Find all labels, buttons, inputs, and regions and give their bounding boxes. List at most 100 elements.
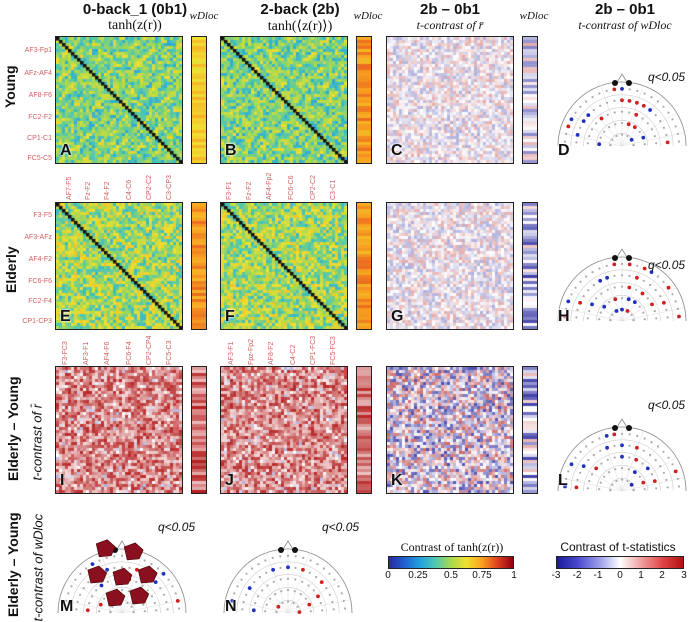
row-diff-label: Elderly – Young: [5, 376, 21, 481]
colorbar-right-tick-3: 0: [617, 570, 623, 581]
col1-title: 0-back_1 (0b1): [82, 1, 188, 18]
head-L: [557, 418, 687, 492]
A-ylabel-5: FC5-C5: [27, 155, 52, 162]
wd-strip-G: [522, 202, 538, 330]
wd-strip-I: [191, 366, 207, 494]
matrix-A: [55, 36, 183, 164]
F-xlabel-0: AF3-F1: [228, 341, 235, 365]
E-ylabel-4: FC2-F4: [28, 298, 52, 305]
A-xlabel-1: Fz-F2: [85, 181, 92, 200]
colorbar-right-tick-1: -2: [572, 570, 582, 581]
A-xlabel-3: C4-C6: [126, 179, 133, 200]
matrix-J: [220, 366, 348, 494]
col4-subtitle: t-contrast of wDloc: [578, 18, 672, 32]
E-xlabel-2: AF4-F6: [104, 341, 111, 365]
E-xlabel-3: FC6-F4: [126, 341, 133, 365]
q-label-N: q<0.05: [322, 520, 360, 534]
matrix-G: [386, 202, 514, 330]
wd-strip-A: [191, 36, 207, 164]
head-M: [57, 539, 187, 614]
colorbar-left: [388, 556, 514, 569]
A-xlabel-4: CP2-C2: [146, 175, 153, 200]
panel-letter-L: L: [558, 472, 568, 489]
A-xlabel-0: AF7-F5: [66, 176, 73, 200]
wd-header-3: wDloc: [519, 10, 549, 22]
colorbar-right-tick-6: 3: [681, 570, 687, 581]
E-ylabel-2: AF4-F2: [28, 256, 52, 263]
wd-strip-B: [356, 36, 372, 164]
colorbar-left-tick-0: 0: [385, 570, 391, 581]
matrix-E: [55, 202, 183, 330]
A-ylabel-4: CP1-C1: [27, 135, 52, 142]
B-xlabel-0: F3-F1: [226, 181, 233, 200]
E-ylabel-0: F3-F5: [33, 212, 52, 219]
col1-subtitle: tanh(z(r)): [108, 18, 162, 33]
colorbar-left-tick-4: 1: [511, 570, 517, 581]
matrix-I: [55, 366, 183, 494]
panel-letter-E: E: [60, 308, 71, 325]
E-xlabel-5: FC5-C3: [166, 340, 173, 365]
panel-letter-I: I: [60, 472, 65, 489]
A-ylabel-2: AF8-F6: [28, 92, 52, 99]
col3-subtitle: t-contrast of r̄: [416, 18, 484, 32]
q-label-M: q<0.05: [158, 520, 196, 534]
row-diff-sublabel: t-contrast of r̄: [29, 403, 45, 481]
A-ylabel-1: AFz-AF4: [24, 70, 52, 77]
colorbar-right-title: Contrast of t-statistics: [560, 540, 676, 554]
q-label-L: q<0.05: [648, 398, 686, 412]
row-bottom-label: Elderly – Young: [5, 512, 21, 617]
col3-title: 2b – 0b1: [419, 1, 481, 18]
E-ylabel-3: FC6-F6: [28, 278, 52, 285]
B-xlabel-2: AF4-Fp2: [266, 172, 273, 200]
A-xlabel-2: F4-F2: [104, 181, 111, 200]
F-xlabel-5: FC5-FC3: [330, 336, 337, 365]
panel-letter-F: F: [225, 308, 235, 325]
E-xlabel-0: F3-FC3: [62, 341, 69, 365]
A-xlabel-5: C3-CP3: [166, 175, 173, 200]
F-xlabel-2: AF8-F2: [268, 341, 275, 365]
wd-strip-E: [191, 202, 207, 330]
wd-header-2: wDloc: [353, 10, 383, 22]
panel-letter-A: A: [60, 142, 72, 159]
F-xlabel-3: C4-C2: [290, 344, 297, 365]
panel-letter-K: K: [391, 472, 403, 489]
E-ylabel-1: AF3-AFz: [24, 234, 52, 241]
col2-title: 2-back (2b): [260, 1, 340, 18]
B-xlabel-5: C3-C1: [330, 179, 337, 200]
F-xlabel-4: CP1-FC3: [310, 335, 317, 365]
B-xlabel-3: FC6-C6: [288, 175, 295, 200]
q-label-H: q<0.05: [648, 258, 686, 272]
colorbar-left-tick-3: 0.75: [472, 570, 492, 581]
panel-letter-G: G: [391, 308, 404, 325]
head-H: [557, 248, 687, 322]
colorbar-right-tick-4: 1: [638, 570, 644, 581]
wd-header-1: wDloc: [189, 10, 219, 22]
head-N: [223, 540, 353, 614]
wd-strip-J: [356, 366, 372, 494]
B-xlabel-4: CP2-C2: [310, 175, 317, 200]
panel-letter-B: B: [225, 142, 237, 159]
colorbar-right-tick-2: -1: [593, 570, 603, 581]
wd-strip-F: [356, 202, 372, 330]
panel-letter-J: J: [225, 472, 234, 489]
col4-title: 2b – 0b1: [594, 1, 656, 18]
col2-subtitle: tanh(⟨z(r)⟩): [267, 19, 333, 34]
matrix-F: [220, 202, 348, 330]
E-ylabel-5: CP1-CP3: [22, 318, 52, 325]
colorbar-right-tick-5: 2: [659, 570, 665, 581]
F-xlabel-1: Fpz-Fp2: [248, 338, 255, 365]
q-label-D: q<0.05: [648, 70, 686, 84]
E-xlabel-1: AF3-F1: [83, 341, 90, 365]
colorbar-right-tick-0: -3: [551, 570, 561, 581]
colorbar-left-title: Contrast of tanh(z(r)): [400, 540, 504, 554]
wd-strip-K: [522, 366, 538, 494]
matrix-C: [386, 36, 514, 164]
colorbar-left-tick-2: 0.5: [444, 570, 458, 581]
matrix-B: [220, 36, 348, 164]
panel-letter-N: N: [225, 598, 237, 615]
panel-letter-M: M: [60, 598, 74, 615]
B-xlabel-1: Fz-F2: [246, 181, 253, 200]
panel-letter-D: D: [558, 142, 570, 159]
wd-strip-C: [522, 36, 538, 164]
row-elderly-label: Elderly: [3, 246, 19, 293]
